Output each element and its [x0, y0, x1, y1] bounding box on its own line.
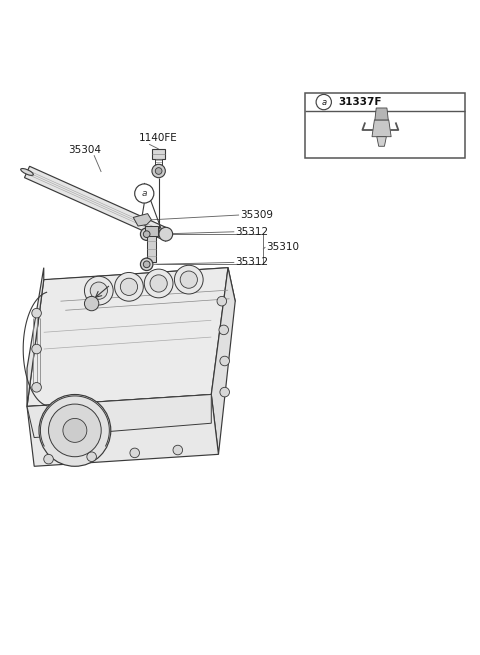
Polygon shape — [48, 268, 235, 317]
Circle shape — [180, 271, 197, 288]
Polygon shape — [27, 394, 211, 438]
Text: 35304: 35304 — [68, 145, 101, 155]
Circle shape — [174, 265, 203, 294]
Circle shape — [130, 448, 140, 458]
Circle shape — [90, 282, 108, 299]
Polygon shape — [211, 268, 235, 455]
Text: 35309: 35309 — [240, 210, 273, 220]
Circle shape — [63, 419, 87, 442]
Ellipse shape — [21, 168, 33, 176]
Circle shape — [144, 269, 173, 298]
Circle shape — [220, 356, 229, 365]
Circle shape — [39, 394, 111, 466]
Text: 35312: 35312 — [235, 227, 268, 236]
Circle shape — [144, 231, 150, 238]
Circle shape — [120, 278, 138, 295]
Circle shape — [219, 325, 228, 335]
Circle shape — [32, 383, 41, 392]
Polygon shape — [27, 268, 44, 407]
Circle shape — [48, 404, 101, 457]
Circle shape — [135, 184, 154, 203]
Circle shape — [32, 309, 41, 318]
Bar — [145, 225, 158, 236]
Text: 31337F: 31337F — [338, 97, 382, 107]
Bar — [153, 149, 165, 159]
Circle shape — [84, 276, 113, 305]
Circle shape — [144, 261, 150, 268]
Polygon shape — [372, 120, 391, 137]
Polygon shape — [377, 137, 386, 146]
Circle shape — [32, 345, 41, 354]
Text: 35312: 35312 — [235, 257, 268, 267]
Text: 35310: 35310 — [266, 242, 300, 252]
Circle shape — [152, 164, 165, 178]
Bar — [147, 234, 156, 263]
Bar — [305, 93, 465, 158]
Polygon shape — [27, 268, 228, 407]
Circle shape — [173, 445, 182, 455]
Polygon shape — [133, 214, 152, 226]
Circle shape — [141, 258, 153, 271]
Text: a: a — [321, 98, 326, 107]
Circle shape — [150, 275, 167, 292]
Text: 1140FE: 1140FE — [139, 134, 178, 143]
Circle shape — [220, 387, 229, 397]
Circle shape — [156, 168, 162, 174]
Polygon shape — [27, 394, 218, 466]
Text: a: a — [142, 189, 147, 198]
Polygon shape — [375, 108, 388, 120]
Circle shape — [115, 272, 144, 301]
Circle shape — [84, 297, 99, 310]
Circle shape — [217, 297, 227, 306]
Circle shape — [141, 228, 153, 240]
Polygon shape — [24, 166, 168, 240]
Circle shape — [316, 94, 331, 110]
Circle shape — [87, 452, 96, 462]
Circle shape — [159, 227, 173, 241]
Circle shape — [44, 455, 53, 464]
